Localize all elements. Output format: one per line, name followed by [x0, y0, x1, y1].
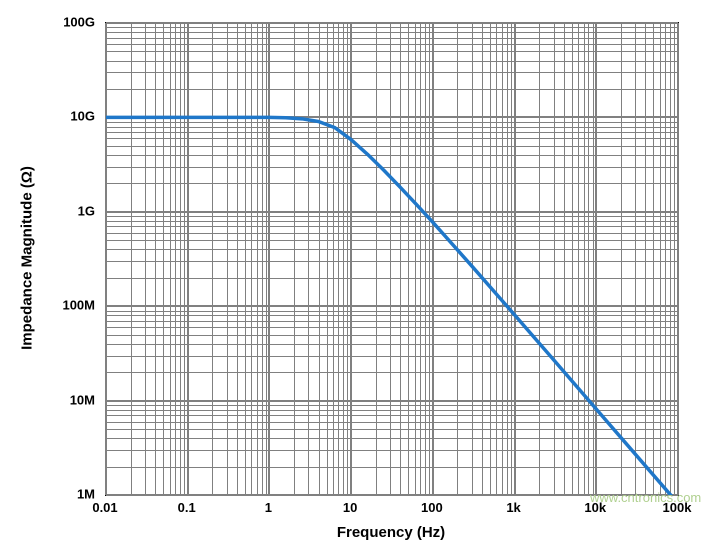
y-axis-label: Impedance Magnitude (Ω)	[19, 166, 36, 350]
y-tick-label: 100M	[55, 298, 95, 313]
x-tick-label: 10k	[584, 500, 606, 515]
x-tick-label: 1	[265, 500, 272, 515]
x-tick-label: 0.1	[178, 500, 196, 515]
y-tick-label: 100G	[55, 15, 95, 30]
y-tick-label: 1M	[55, 487, 95, 502]
y-tick-label: 10M	[55, 392, 95, 407]
x-tick-label: 1k	[506, 500, 520, 515]
x-tick-label: 100k	[663, 500, 692, 515]
x-tick-label: 0.01	[92, 500, 117, 515]
x-tick-label: 100	[421, 500, 443, 515]
y-tick-label: 1G	[55, 203, 95, 218]
x-tick-label: 10	[343, 500, 357, 515]
plot-area	[105, 22, 679, 496]
x-axis-label: Frequency (Hz)	[337, 524, 445, 541]
y-tick-label: 10G	[55, 109, 95, 124]
